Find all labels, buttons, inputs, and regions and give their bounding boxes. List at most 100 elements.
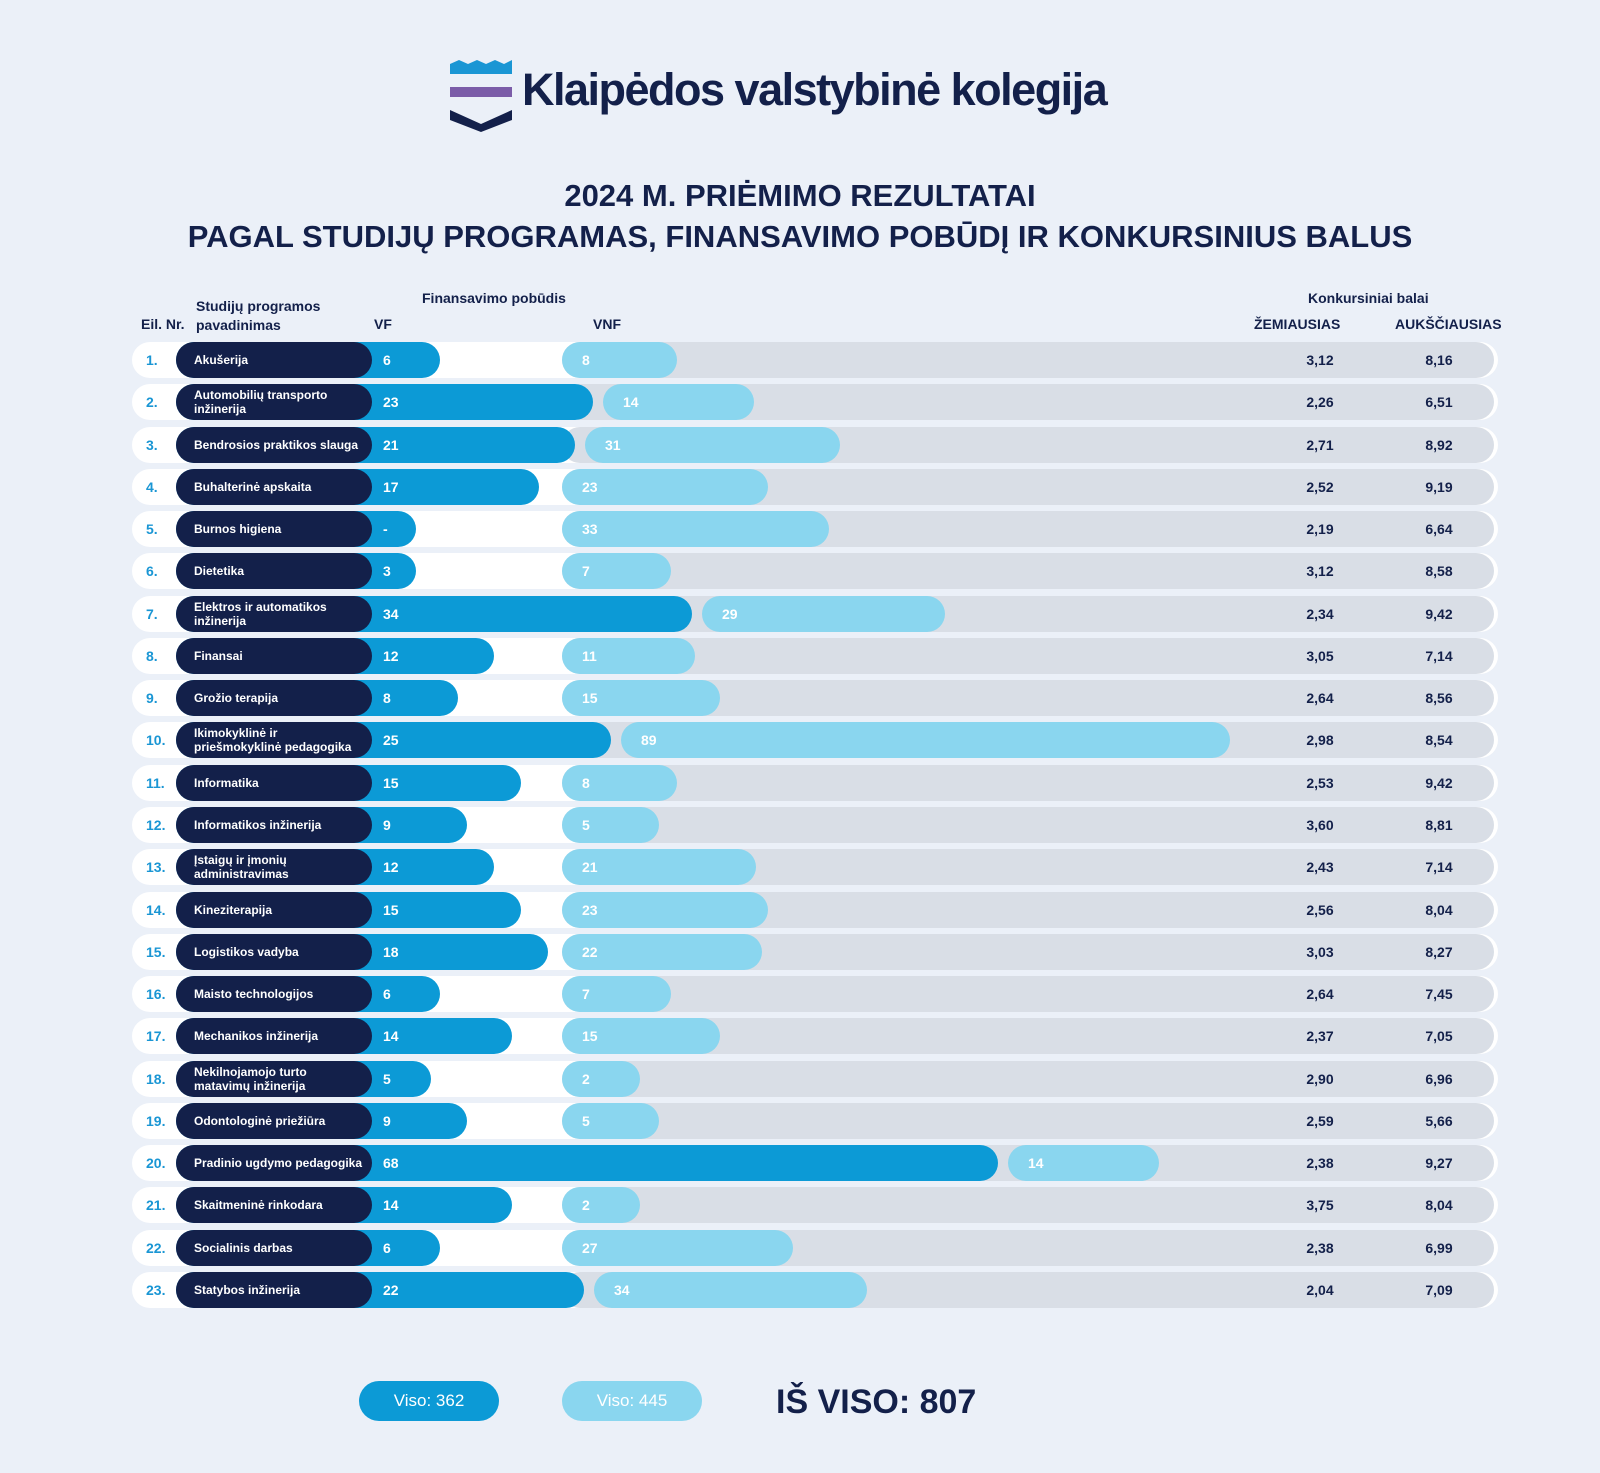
program-name: Nekilnojamojo turto matavimų inžinerija [194,1065,307,1093]
vnf-value: 2 [582,1071,590,1087]
vnf-value: 8 [582,352,590,368]
header-program: Studijų programos pavadinimas [196,298,321,333]
vf-value: 6 [383,986,391,1002]
vnf-bar [562,1018,720,1054]
table-row: 8. 11 Finansai 12 3,05 7,14 [132,638,1498,674]
program-pill [176,976,372,1012]
vnf-bar [702,596,945,632]
lowest-score: 2,38 [1306,1155,1334,1171]
program-name: Kineziterapija [194,903,273,917]
vnf-track [562,807,1494,843]
program-name: Logistikos vadyba [194,945,299,959]
row-number: 20. [146,1155,166,1171]
vnf-value: 15 [582,1028,598,1044]
row-number: 4. [146,479,158,495]
table-row: 1. 8 Akušerija 6 3,12 8,16 [132,342,1498,378]
vnf-value: 15 [582,690,598,706]
vnf-track [562,1103,1494,1139]
lowest-score: 3,12 [1306,352,1334,368]
vnf-bar [562,976,671,1012]
lowest-score: 2,19 [1306,521,1334,537]
row-number: 23. [146,1282,166,1298]
vf-value: - [383,521,388,537]
program-pill [176,1230,372,1266]
vnf-value: 7 [582,986,590,1002]
table-row: 7. 29 Elektros ir automatikos inžinerija 34… [132,596,1498,632]
vnf-bar [562,934,763,970]
lowest-score: 2,43 [1306,859,1334,875]
vnf-value: 14 [623,394,639,410]
table-row: 6. 7 Dietetika 3 3,12 8,58 [132,553,1498,589]
highest-score: 9,42 [1425,775,1453,791]
table-row: 3. 31 Bendrosios praktikos slauga 21 2,71 8,9… [132,427,1498,463]
program-pill [176,596,372,632]
vnf-value: 29 [722,606,738,622]
vnf-bar [562,1230,793,1266]
program-name: Mechanikos inžinerija [194,1029,319,1043]
vnf-bar [562,807,659,843]
program-name: Maisto technologijos [194,987,314,1001]
program-name: Informatika [194,776,259,790]
college-logo-icon [450,60,512,132]
vf-value: 5 [383,1071,391,1087]
lowest-score: 3,60 [1306,817,1334,833]
highest-score: 7,45 [1425,986,1453,1002]
table-row: 14. 23 Kineziterapija 15 2,56 8,04 [132,892,1498,928]
row-number: 9. [146,690,158,706]
lowest-score: 3,03 [1306,944,1334,960]
program-name: Finansai [194,649,243,663]
vf-value: 3 [383,563,391,579]
program-pill [176,342,372,378]
table-row: 22. 27 Socialinis darbas 6 2,38 6,99 [132,1230,1498,1266]
highest-score: 9,42 [1425,606,1453,622]
vf-value: 34 [383,606,399,622]
vf-value: 14 [383,1028,399,1044]
row-number: 5. [146,521,158,537]
program-pill [176,680,372,716]
header-vnf: VNF [593,316,621,332]
lowest-score: 2,26 [1306,394,1334,410]
lowest-score: 2,59 [1306,1113,1334,1129]
highest-score: 8,58 [1425,563,1453,579]
vnf-bar [562,1061,641,1097]
vnf-value: 31 [605,437,621,453]
header-highest: AUKŠČIAUSIAS [1395,316,1502,332]
table-row: 23. 34 Statybos inžinerija 22 2,04 7,09 [132,1272,1498,1308]
header-financing: Finansavimo pobūdis [422,290,566,306]
vnf-track [562,1187,1494,1223]
program-name: Įstaigų ir įmonių administravimas [194,853,289,881]
vnf-track [562,1061,1494,1097]
table-row: 15. 22 Logistikos vadyba 18 3,03 8,27 [132,934,1498,970]
vf-value: 14 [383,1197,399,1213]
vnf-value: 2 [582,1197,590,1213]
program-pill [176,511,372,547]
program-pill [176,469,372,505]
program-name: Ikimokyklinė ir priešmokyklinė pedagogik… [194,726,352,754]
lowest-score: 2,98 [1306,732,1334,748]
vf-value: 17 [383,479,399,495]
program-name: Buhalterinė apskaita [194,480,312,494]
vnf-bar [562,511,830,547]
row-number: 15. [146,944,166,960]
program-pill [176,892,372,928]
program-pill [176,1187,372,1223]
vf-value: 9 [383,1113,391,1129]
row-number: 12. [146,817,166,833]
program-name: Dietetika [194,564,245,578]
row-number: 11. [146,775,165,791]
row-number: 18. [146,1071,166,1087]
highest-score: 8,92 [1425,437,1453,453]
lowest-score: 2,64 [1306,986,1334,1002]
grand-total: IŠ VISO: 807 [776,1383,977,1421]
vnf-value: 14 [1028,1155,1044,1171]
highest-score: 6,51 [1425,394,1453,410]
vnf-bar [585,427,841,463]
vf-value: 8 [383,690,391,706]
vnf-bar [562,765,677,801]
program-name: Odontologinė priežiūra [194,1114,326,1128]
vnf-bar [594,1272,868,1308]
lowest-score: 2,04 [1306,1282,1334,1298]
vnf-track [562,553,1494,589]
program-pill [176,1061,372,1097]
row-number: 17. [146,1028,166,1044]
